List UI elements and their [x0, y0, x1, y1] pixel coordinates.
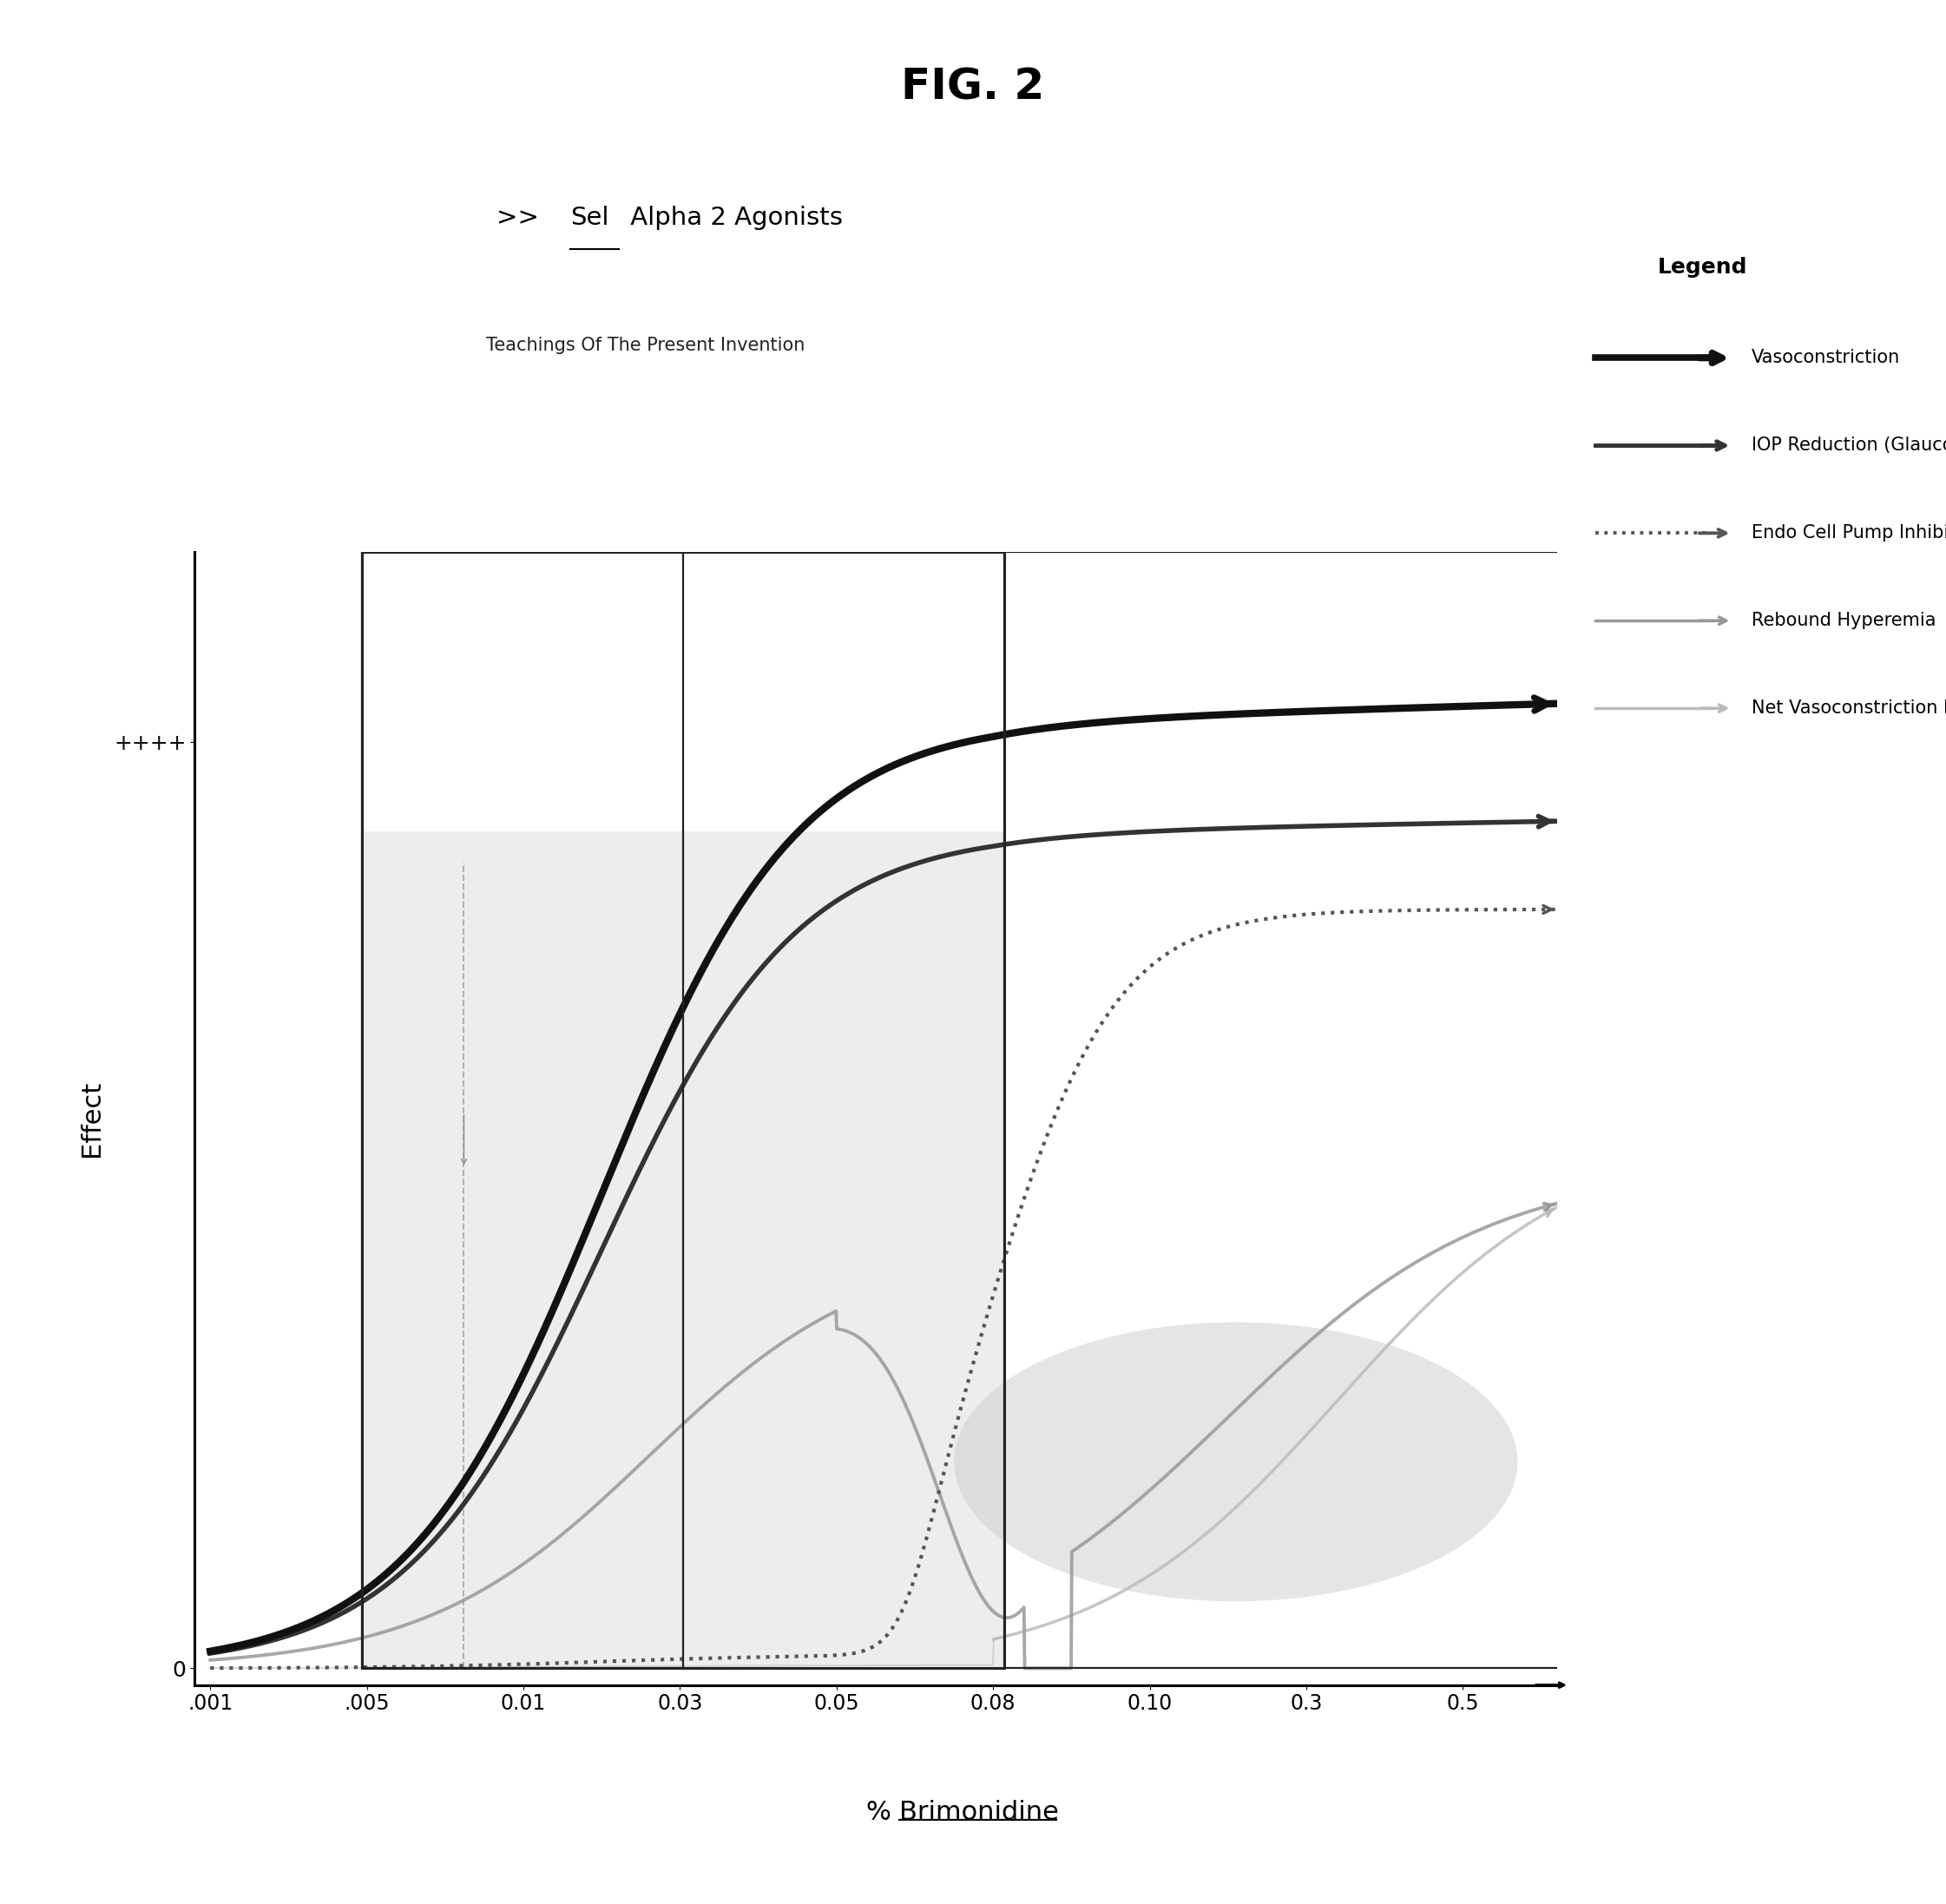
Ellipse shape: [954, 1321, 1518, 1601]
Text: Brimonidine: Brimonidine: [899, 1799, 1059, 1826]
Text: Rebound Hyperemia: Rebound Hyperemia: [1751, 611, 1936, 630]
Text: Vasoconstriction: Vasoconstriction: [1751, 348, 1899, 367]
Text: Alpha 2 Agonists: Alpha 2 Agonists: [623, 206, 843, 230]
Text: Teachings Of The Present Invention: Teachings Of The Present Invention: [486, 337, 806, 354]
Y-axis label: Effect: Effect: [80, 1080, 103, 1158]
Text: Legend: Legend: [1658, 257, 1748, 278]
Text: FIG. 2: FIG. 2: [901, 67, 1045, 109]
Bar: [1004, 552, 1572, 1668]
Bar: [362, 552, 683, 1668]
Text: Sel: Sel: [570, 206, 609, 230]
Text: IOP Reduction (Glaucoma): IOP Reduction (Glaucoma): [1751, 436, 1946, 455]
Text: Net Vasoconstriction Benefit: Net Vasoconstriction Benefit: [1751, 699, 1946, 718]
Text: Endo Cell Pump Inhibition: Endo Cell Pump Inhibition: [1751, 524, 1946, 543]
Bar: [362, 552, 1004, 1668]
Bar: [362, 832, 1004, 1668]
Text: >>: >>: [496, 206, 547, 230]
Text: %: %: [866, 1799, 899, 1826]
